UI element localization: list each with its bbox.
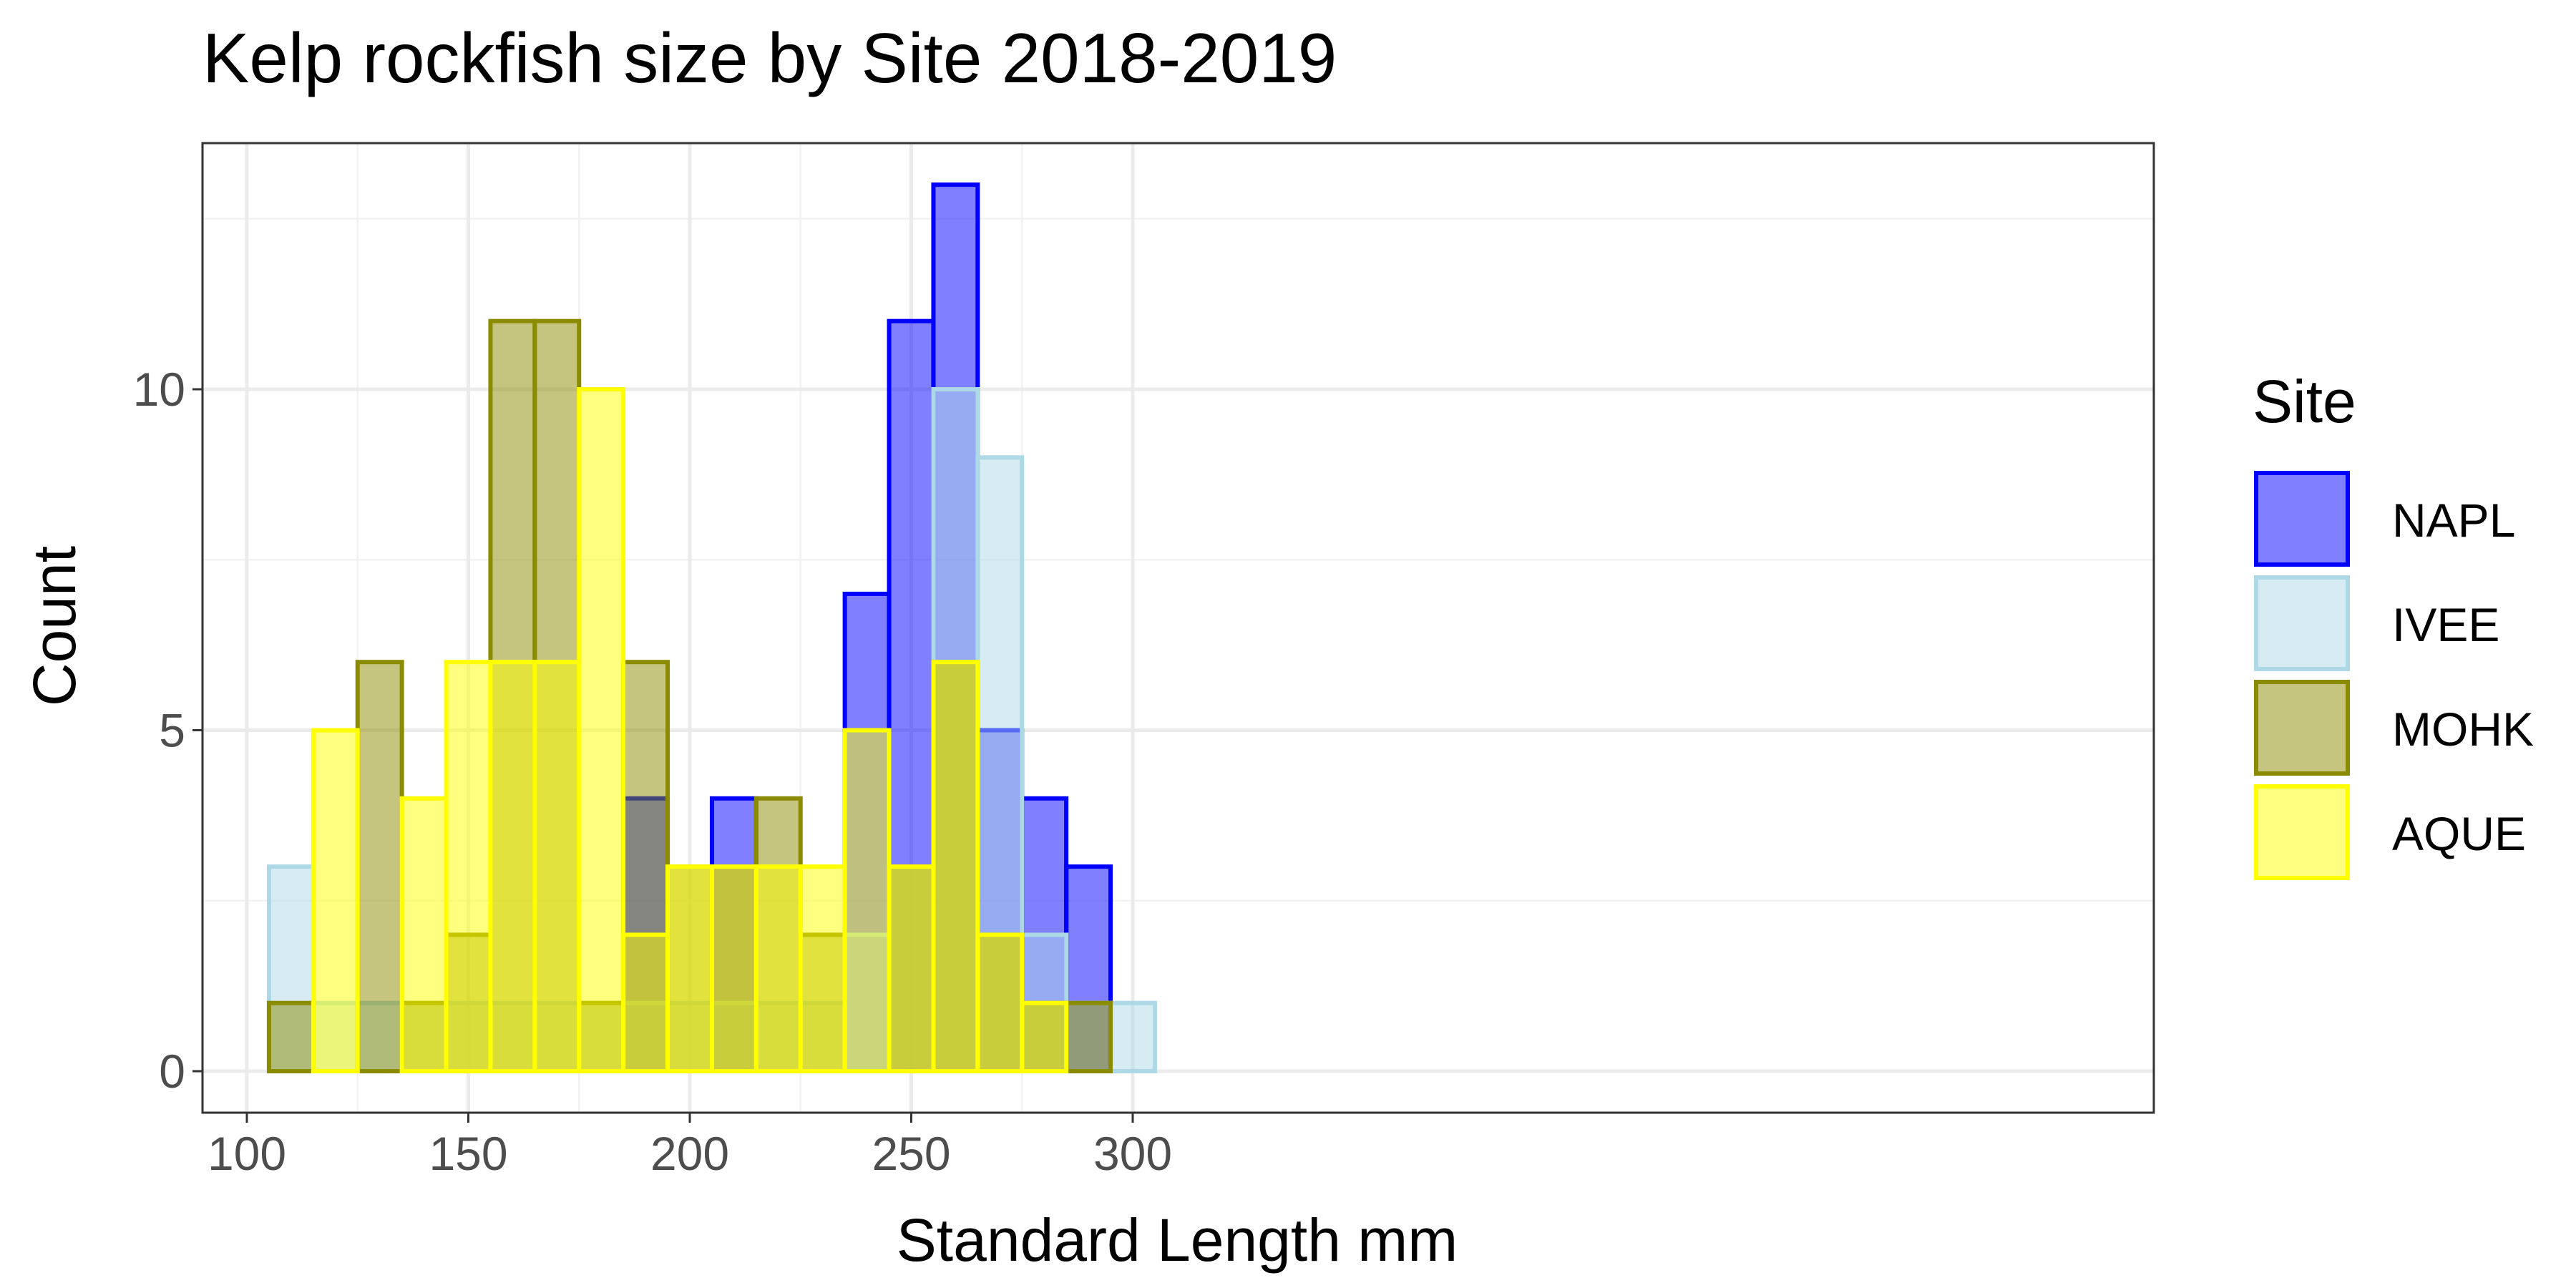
bar <box>709 864 758 1073</box>
x-tick-label: 300 <box>1093 1127 1172 1180</box>
bar <box>577 387 626 1073</box>
bar <box>399 796 449 1074</box>
legend-swatch <box>2254 471 2350 567</box>
legend-label: AQUE <box>2392 807 2526 860</box>
bar <box>488 660 537 1073</box>
legend-swatch <box>2254 680 2350 776</box>
bar <box>842 728 892 1073</box>
y-axis-title: Count <box>21 546 88 706</box>
bar <box>532 660 582 1073</box>
legend-item-aque: AQUE <box>2254 784 2526 880</box>
legend-label: MOHK <box>2392 703 2534 756</box>
bar <box>887 864 936 1073</box>
bar <box>1108 1000 1157 1073</box>
bar <box>444 660 493 1073</box>
y-tick-label: 0 <box>159 1045 185 1098</box>
y-tick-label: 10 <box>133 363 185 416</box>
legend-item-mohk: MOHK <box>2254 680 2534 776</box>
plot-panel-border <box>201 142 2155 1114</box>
x-tick-label: 100 <box>208 1127 286 1180</box>
legend-title: Site <box>2253 368 2356 435</box>
axes: 100 150 200 250 300 0 5 10 <box>133 363 1172 1180</box>
legend-swatch <box>2254 575 2350 671</box>
legend-item-napl: NAPL <box>2254 471 2515 567</box>
y-tick-label: 5 <box>159 704 185 757</box>
bar <box>1064 1000 1113 1073</box>
legend-item-ivee: IVEE <box>2254 575 2499 671</box>
legend-label: IVEE <box>2392 598 2499 651</box>
chart-title: Kelp rockfish size by Site 2018-2019 <box>203 19 1337 97</box>
bar <box>753 864 803 1073</box>
bar <box>665 864 714 1073</box>
x-tick-label: 150 <box>429 1127 507 1180</box>
bar <box>266 1000 316 1073</box>
bar <box>355 660 404 1073</box>
bar <box>621 932 670 1074</box>
bar <box>798 864 847 1073</box>
bar <box>1020 1000 1069 1073</box>
bar <box>311 728 360 1073</box>
bar <box>931 660 980 1073</box>
legend: Site NAPL IVEE MOHK AQUE <box>2253 368 2534 880</box>
x-axis-title: Standard Length mm <box>897 1206 1458 1274</box>
x-tick-label: 250 <box>872 1127 950 1180</box>
series-aque <box>311 387 1069 1074</box>
legend-swatch <box>2254 784 2350 880</box>
x-tick-label: 200 <box>650 1127 729 1180</box>
bars <box>266 182 1157 1074</box>
bar <box>975 932 1025 1074</box>
legend-label: NAPL <box>2392 494 2515 547</box>
